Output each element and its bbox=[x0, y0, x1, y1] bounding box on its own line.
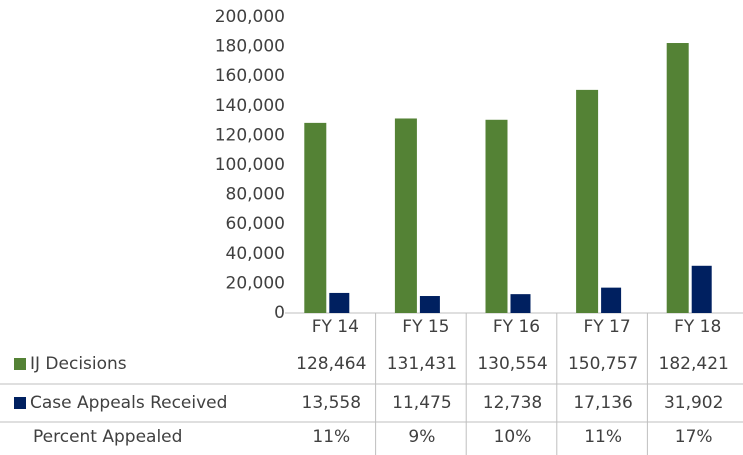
table-cell: 11% bbox=[584, 427, 622, 447]
bar bbox=[510, 294, 531, 313]
x-tick-label: FY 18 bbox=[674, 317, 721, 337]
bar bbox=[419, 296, 440, 313]
table-cell: 31,902 bbox=[664, 393, 723, 413]
table-cell: 150,757 bbox=[568, 354, 638, 374]
table-cell: 11,475 bbox=[392, 393, 451, 413]
table-cell: 12,738 bbox=[483, 393, 542, 413]
x-tick-label: FY 15 bbox=[402, 317, 449, 337]
bar bbox=[329, 292, 350, 313]
bar bbox=[394, 118, 417, 313]
legend-label: IJ Decisions bbox=[30, 354, 127, 374]
bar bbox=[601, 287, 622, 313]
table-cell: 130,554 bbox=[477, 354, 547, 374]
table-cell: 11% bbox=[312, 427, 350, 447]
legend-swatch bbox=[14, 358, 26, 370]
bar bbox=[691, 265, 712, 313]
bar bbox=[576, 89, 599, 313]
y-tick-label: 200,000 bbox=[215, 7, 285, 27]
x-tick-label: FY 17 bbox=[583, 317, 630, 337]
bar bbox=[304, 122, 327, 313]
y-tick-label: 100,000 bbox=[215, 155, 285, 175]
y-tick-label: 160,000 bbox=[215, 66, 285, 86]
y-tick-label: 180,000 bbox=[215, 37, 285, 57]
bar bbox=[485, 119, 508, 313]
legend-swatch bbox=[14, 397, 26, 409]
bar bbox=[666, 43, 689, 314]
table-cell: 17% bbox=[675, 427, 713, 447]
table-cell: 128,464 bbox=[296, 354, 366, 374]
row-label: Percent Appealed bbox=[33, 427, 182, 447]
table-cell: 182,421 bbox=[659, 354, 729, 374]
x-tick-label: FY 14 bbox=[312, 317, 359, 337]
x-tick-label: FY 16 bbox=[493, 317, 540, 337]
table-cell: 131,431 bbox=[387, 354, 457, 374]
y-tick-label: 140,000 bbox=[215, 96, 285, 116]
y-tick-label: 0 bbox=[274, 303, 285, 323]
table-cell: 17,136 bbox=[573, 393, 632, 413]
table-cell: 10% bbox=[494, 427, 532, 447]
y-tick-label: 20,000 bbox=[226, 273, 285, 293]
legend-label: Case Appeals Received bbox=[30, 393, 227, 413]
y-tick-label: 40,000 bbox=[226, 244, 285, 264]
table-cell: 13,558 bbox=[302, 393, 361, 413]
y-tick-label: 60,000 bbox=[226, 214, 285, 234]
y-tick-label: 120,000 bbox=[215, 125, 285, 145]
table-cell: 9% bbox=[408, 427, 435, 447]
y-tick-label: 80,000 bbox=[226, 185, 285, 205]
